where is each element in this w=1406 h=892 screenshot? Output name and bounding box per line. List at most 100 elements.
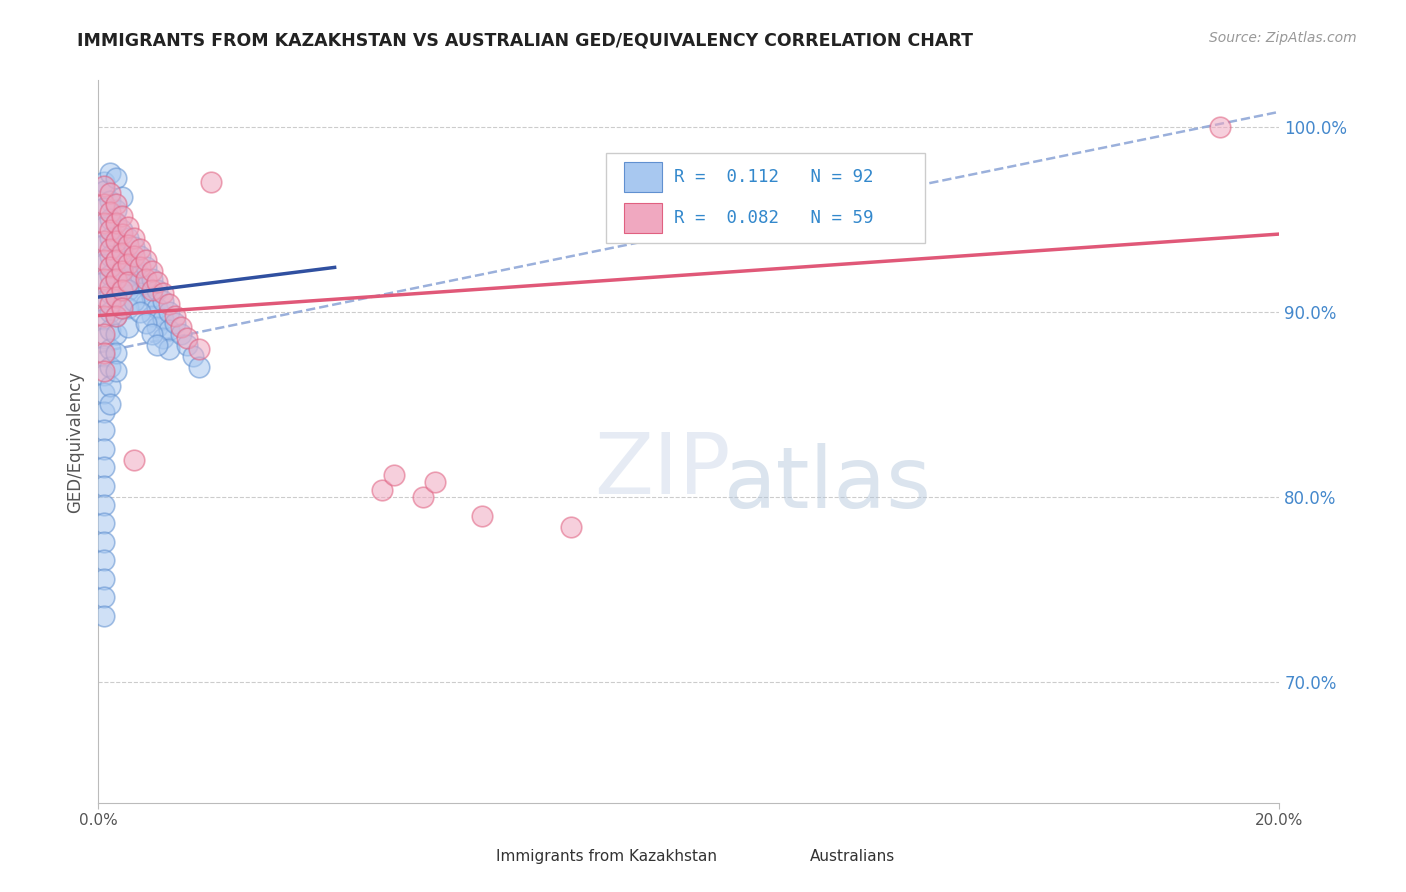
Point xyxy=(105,252,128,267)
Point xyxy=(165,309,187,323)
Point xyxy=(105,309,128,323)
Point xyxy=(382,467,405,482)
Point xyxy=(93,327,115,342)
Text: Immigrants from Kazakhstan: Immigrants from Kazakhstan xyxy=(496,849,717,864)
Point xyxy=(93,238,115,252)
Point xyxy=(141,271,163,285)
Point xyxy=(111,283,134,297)
Point xyxy=(146,275,169,289)
Point xyxy=(111,209,134,223)
Point xyxy=(105,197,128,211)
Point xyxy=(98,279,121,293)
Point xyxy=(93,479,115,493)
Point xyxy=(152,286,174,301)
Text: IMMIGRANTS FROM KAZAKHSTAN VS AUSTRALIAN GED/EQUIVALENCY CORRELATION CHART: IMMIGRANTS FROM KAZAKHSTAN VS AUSTRALIAN… xyxy=(77,31,973,49)
Point xyxy=(157,342,180,356)
Point xyxy=(111,245,134,260)
Point xyxy=(105,216,128,230)
Point xyxy=(141,264,163,278)
FancyBboxPatch shape xyxy=(624,203,662,234)
Text: R =  0.082   N = 59: R = 0.082 N = 59 xyxy=(673,210,873,227)
Point xyxy=(98,194,121,208)
Point xyxy=(111,245,134,260)
Point xyxy=(98,260,121,275)
Point xyxy=(93,175,115,189)
Point xyxy=(93,252,115,267)
Point xyxy=(98,166,121,180)
Point xyxy=(105,202,128,217)
Point xyxy=(93,257,115,271)
Point xyxy=(200,175,222,189)
Point xyxy=(117,301,139,315)
FancyBboxPatch shape xyxy=(624,162,662,193)
Point xyxy=(93,368,115,382)
Point xyxy=(412,490,434,504)
Point xyxy=(105,171,128,186)
Point xyxy=(98,360,121,375)
Point xyxy=(93,271,115,285)
Point xyxy=(152,312,174,326)
Point xyxy=(93,275,115,289)
Point xyxy=(128,260,150,275)
Point xyxy=(117,238,139,252)
Point xyxy=(181,349,204,363)
Point xyxy=(122,249,145,263)
Point xyxy=(135,252,157,267)
Point xyxy=(128,268,150,282)
Point xyxy=(105,290,128,304)
Point xyxy=(98,223,121,237)
Point xyxy=(93,178,115,193)
Point xyxy=(128,249,150,263)
Point xyxy=(98,186,121,201)
Point xyxy=(117,219,139,234)
FancyBboxPatch shape xyxy=(772,847,797,868)
Point xyxy=(111,264,134,278)
Point xyxy=(471,508,494,523)
Point xyxy=(93,349,115,363)
Point xyxy=(117,257,139,271)
Text: ZIP: ZIP xyxy=(595,429,731,512)
Text: Source: ZipAtlas.com: Source: ZipAtlas.com xyxy=(1209,31,1357,45)
Point xyxy=(128,286,150,301)
Point xyxy=(98,249,121,263)
Y-axis label: GED/Equivalency: GED/Equivalency xyxy=(66,370,84,513)
Point xyxy=(122,453,145,467)
Point xyxy=(135,271,157,285)
Point xyxy=(93,293,115,308)
Point xyxy=(93,309,115,323)
Point xyxy=(93,345,115,359)
Point xyxy=(122,231,145,245)
Point xyxy=(146,319,169,334)
Text: R =  0.112   N = 92: R = 0.112 N = 92 xyxy=(673,168,873,186)
Point xyxy=(93,219,115,234)
Text: atlas: atlas xyxy=(724,443,932,526)
Point xyxy=(105,252,128,267)
Point xyxy=(105,271,128,285)
Point xyxy=(187,342,209,356)
Point xyxy=(141,283,163,297)
Point xyxy=(98,323,121,337)
Point xyxy=(122,293,145,308)
Point xyxy=(98,342,121,356)
Point xyxy=(93,572,115,586)
Point xyxy=(98,268,121,282)
Point xyxy=(135,260,157,275)
Point xyxy=(111,301,134,315)
Point xyxy=(111,223,134,237)
Point xyxy=(176,331,198,345)
Point xyxy=(146,283,169,297)
Point xyxy=(93,197,115,211)
Point xyxy=(423,475,446,490)
Point xyxy=(117,275,139,289)
Point xyxy=(141,327,163,342)
Point xyxy=(170,319,193,334)
Text: Australians: Australians xyxy=(810,849,894,864)
Point xyxy=(111,301,134,315)
Point xyxy=(176,338,198,352)
Point xyxy=(93,608,115,623)
Point xyxy=(98,286,121,301)
Point xyxy=(122,277,145,291)
Point xyxy=(93,553,115,567)
Point xyxy=(157,297,180,311)
Point xyxy=(93,386,115,401)
